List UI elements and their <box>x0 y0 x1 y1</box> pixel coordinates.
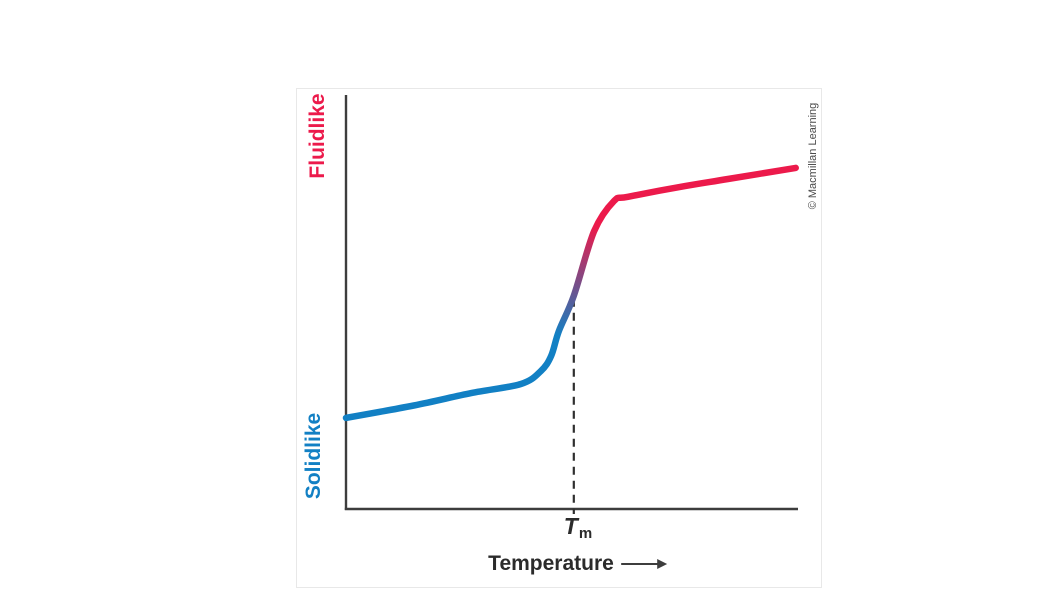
tm-subscript: m <box>578 525 593 542</box>
y-axis-label-fluidlike: Fluidlike <box>306 93 329 179</box>
right-arrow-icon <box>620 559 667 569</box>
plot-svg <box>342 95 799 514</box>
y-axis-label-solidlike: Solidlike <box>302 412 325 500</box>
tm-symbol: T <box>563 513 578 539</box>
x-axis-title: Temperature <box>488 552 668 576</box>
figure-panel: Fluidlike Solidlike Tm Temperature © Mac… <box>296 88 822 588</box>
x-axis-label: Temperature <box>488 552 614 575</box>
tm-label: Tm <box>563 513 593 542</box>
phase-curve <box>342 164 799 422</box>
copyright-credit: © Macmillan Learning <box>807 102 819 210</box>
